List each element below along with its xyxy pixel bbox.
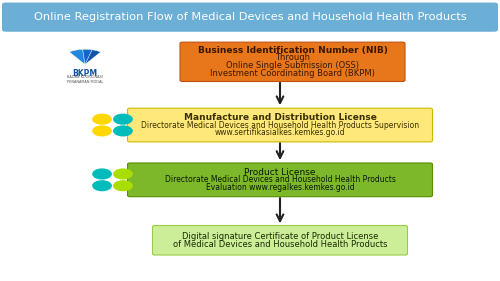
Text: BADAN KOORDINASI
PENANAMAN MODAL: BADAN KOORDINASI PENANAMAN MODAL bbox=[67, 75, 103, 84]
Text: Online Registration Flow of Medical Devices and Household Health Products: Online Registration Flow of Medical Devi… bbox=[34, 12, 467, 22]
Wedge shape bbox=[78, 49, 92, 65]
Text: Evaluation www.regalkes.kemkes.go.id: Evaluation www.regalkes.kemkes.go.id bbox=[206, 183, 354, 192]
Text: Investment Coordinating Board (BKPM): Investment Coordinating Board (BKPM) bbox=[210, 69, 375, 78]
Text: Business Identification Number (NIB): Business Identification Number (NIB) bbox=[198, 46, 388, 55]
Text: Directorate Medical Devices and Household Health Products: Directorate Medical Devices and Househol… bbox=[164, 175, 396, 184]
Ellipse shape bbox=[92, 180, 112, 191]
Text: BKPM: BKPM bbox=[72, 69, 98, 78]
FancyBboxPatch shape bbox=[180, 42, 405, 81]
Text: Directorate Medical Devices and Household Health Products Supervision: Directorate Medical Devices and Househol… bbox=[141, 121, 419, 130]
Text: Online Single Submission (OSS): Online Single Submission (OSS) bbox=[226, 61, 359, 70]
Wedge shape bbox=[69, 49, 85, 65]
FancyBboxPatch shape bbox=[2, 3, 498, 32]
Ellipse shape bbox=[113, 125, 133, 137]
Ellipse shape bbox=[113, 114, 133, 125]
Wedge shape bbox=[85, 49, 101, 65]
Text: of Medical Devices and Household Health Products: of Medical Devices and Household Health … bbox=[173, 240, 387, 249]
Text: www.sertifikasialkes.kemkes.go.id: www.sertifikasialkes.kemkes.go.id bbox=[214, 128, 346, 137]
FancyBboxPatch shape bbox=[152, 225, 408, 255]
Ellipse shape bbox=[92, 168, 112, 180]
Text: Manufacture and Distribution License: Manufacture and Distribution License bbox=[184, 113, 376, 122]
Ellipse shape bbox=[113, 168, 133, 180]
FancyBboxPatch shape bbox=[128, 108, 432, 142]
Ellipse shape bbox=[92, 125, 112, 137]
Ellipse shape bbox=[92, 114, 112, 125]
Text: Through: Through bbox=[275, 53, 310, 62]
FancyBboxPatch shape bbox=[128, 163, 432, 197]
Ellipse shape bbox=[113, 180, 133, 191]
Text: Digital signature Certificate of Product License: Digital signature Certificate of Product… bbox=[182, 232, 378, 241]
Text: Product License: Product License bbox=[244, 168, 316, 177]
